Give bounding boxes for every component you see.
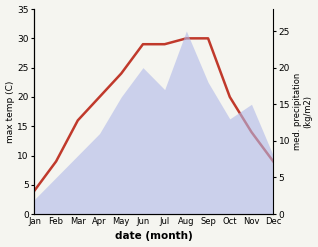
Y-axis label: max temp (C): max temp (C) [5,80,15,143]
X-axis label: date (month): date (month) [115,231,193,242]
Y-axis label: med. precipitation
(kg/m2): med. precipitation (kg/m2) [293,73,313,150]
